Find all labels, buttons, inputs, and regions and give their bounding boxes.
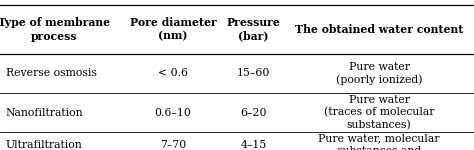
Text: Pure water
(poorly ionized): Pure water (poorly ionized) [336,62,422,85]
Text: 15–60: 15–60 [237,69,270,78]
Text: 6–20: 6–20 [240,108,267,117]
Text: 0.6–10: 0.6–10 [155,108,191,117]
Text: < 0.6: < 0.6 [158,69,188,78]
Text: Pore diameter
(nm): Pore diameter (nm) [129,17,217,42]
Text: Type of membrane
process: Type of membrane process [0,17,110,42]
Text: Pure water, molecular
substances and: Pure water, molecular substances and [319,134,440,150]
Text: 4–15: 4–15 [240,140,267,150]
Text: Reverse osmosis: Reverse osmosis [6,69,97,78]
Text: Ultrafiltration: Ultrafiltration [6,140,82,150]
Text: Pressure
(bar): Pressure (bar) [227,17,281,42]
Text: Nanofiltration: Nanofiltration [6,108,83,117]
Text: Pure water
(traces of molecular
substances): Pure water (traces of molecular substanc… [324,95,435,130]
Text: 7–70: 7–70 [160,140,186,150]
Text: The obtained water content: The obtained water content [295,24,464,35]
